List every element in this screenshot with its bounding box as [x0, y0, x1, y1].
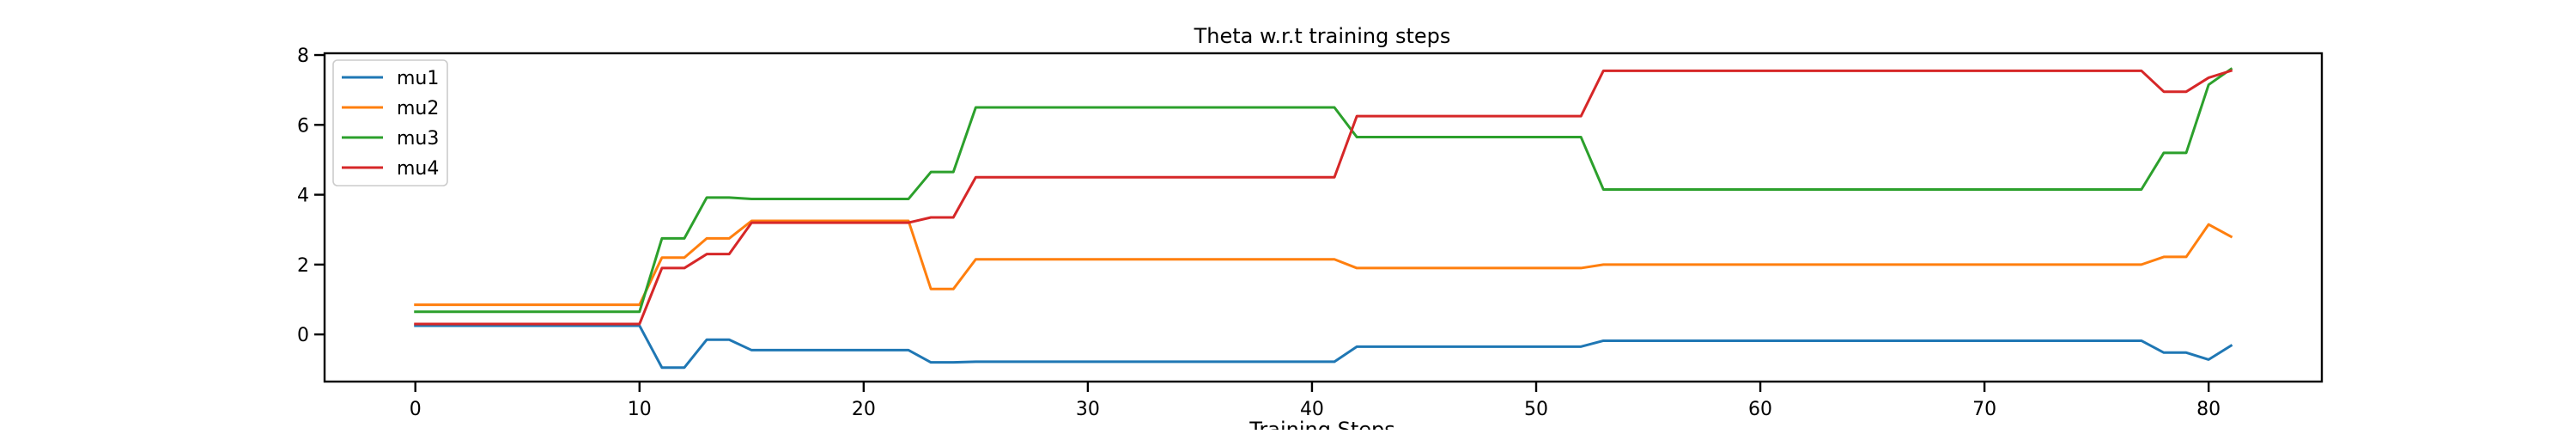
- legend-frame: [332, 59, 448, 186]
- legend-label-mu1: mu1: [397, 68, 439, 89]
- x-tick-label: 10: [628, 399, 652, 420]
- legend-label-mu4: mu4: [397, 158, 439, 180]
- x-tick-label: 40: [1300, 399, 1324, 420]
- x-tick-label: 0: [410, 399, 422, 420]
- y-tick-label: 8: [297, 46, 309, 67]
- x-tick-label: 80: [2196, 399, 2221, 420]
- legend: mu1 mu2 mu3 mu4: [332, 59, 448, 186]
- series-line-mu2: [414, 219, 2233, 307]
- series-line-mu4: [414, 69, 2233, 326]
- x-tick-label: 50: [1524, 399, 1548, 420]
- x-tick-label: 70: [1972, 399, 1996, 420]
- x-axis: 0 10 20 30 40 50 60 70 80: [410, 382, 2221, 420]
- y-tick-label: 4: [297, 186, 309, 207]
- y-tick-label: 0: [297, 325, 309, 346]
- x-axis-label: Training Steps: [1249, 418, 1394, 430]
- series-line-mu3: [414, 67, 2233, 314]
- y-axis: 0 2 4 6 8: [297, 46, 325, 346]
- chart-title: Theta w.r.t training steps: [1194, 24, 1451, 48]
- series-line-mu1: [414, 324, 2233, 370]
- plot-area-frame: [323, 52, 2324, 383]
- x-tick-label: 60: [1748, 399, 1772, 420]
- legend-label-mu3: mu3: [397, 128, 439, 150]
- y-tick-label: 6: [297, 115, 309, 137]
- x-tick-label: 30: [1076, 399, 1100, 420]
- x-tick-label: 20: [852, 399, 876, 420]
- series-layer: [414, 67, 2233, 370]
- y-tick-label: 2: [297, 255, 309, 277]
- legend-label-mu2: mu2: [397, 98, 439, 119]
